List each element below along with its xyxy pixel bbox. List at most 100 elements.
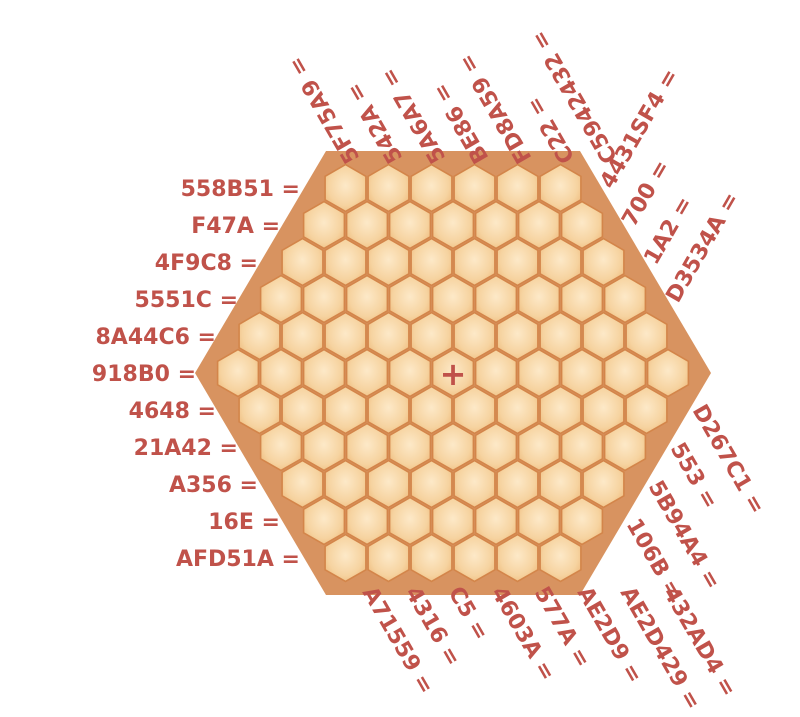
hex-cell[interactable] xyxy=(410,385,453,435)
hex-cell[interactable] xyxy=(302,496,346,546)
hex-cell[interactable] xyxy=(431,348,475,398)
hex-cell[interactable] xyxy=(539,163,582,213)
hex-cell[interactable] xyxy=(431,422,475,472)
hex-cell[interactable] xyxy=(603,422,647,472)
hex-cell[interactable] xyxy=(367,311,410,361)
hex-cell[interactable] xyxy=(388,496,432,546)
hex-cell[interactable] xyxy=(324,237,367,287)
hex-cell[interactable] xyxy=(238,385,281,435)
hex-cell[interactable] xyxy=(345,274,389,324)
hex-cell[interactable] xyxy=(560,422,604,472)
hex-cell[interactable] xyxy=(216,348,260,398)
hex-cell[interactable] xyxy=(539,533,582,583)
hex-cell[interactable] xyxy=(324,533,367,583)
clue-label: 8A44C6 = xyxy=(96,325,217,350)
hex-cell[interactable] xyxy=(496,385,539,435)
hex-cell[interactable] xyxy=(259,274,303,324)
hex-cell[interactable] xyxy=(281,459,324,509)
hex-cell[interactable] xyxy=(625,385,668,435)
hex-cell[interactable] xyxy=(410,311,453,361)
hex-cell[interactable] xyxy=(431,496,475,546)
hex-cell[interactable] xyxy=(367,237,410,287)
hex-cell[interactable] xyxy=(582,237,625,287)
hex-cell[interactable] xyxy=(324,459,367,509)
clue-label: 4648 = xyxy=(129,399,216,424)
clue-label: 16E = xyxy=(208,510,280,535)
hex-cell[interactable] xyxy=(410,533,453,583)
hex-cell[interactable] xyxy=(496,459,539,509)
hex-cell[interactable] xyxy=(281,385,324,435)
hex-cell[interactable] xyxy=(324,163,367,213)
hex-cell[interactable] xyxy=(324,385,367,435)
clue-label: 918B0 = xyxy=(92,362,196,387)
hex-cell[interactable] xyxy=(539,385,582,435)
hex-cell[interactable] xyxy=(582,311,625,361)
hex-cell[interactable] xyxy=(603,348,647,398)
hex-cell[interactable] xyxy=(367,459,410,509)
hex-cell[interactable] xyxy=(517,274,561,324)
hex-cell[interactable] xyxy=(517,496,561,546)
hex-cell[interactable] xyxy=(496,163,539,213)
hex-cell[interactable] xyxy=(646,348,690,398)
hex-cell[interactable] xyxy=(625,311,668,361)
hex-cell[interactable] xyxy=(345,200,389,250)
hex-cell[interactable] xyxy=(453,311,496,361)
hex-cell[interactable] xyxy=(431,200,475,250)
hex-cell[interactable] xyxy=(560,274,604,324)
hex-cell[interactable] xyxy=(560,348,604,398)
hex-cell[interactable] xyxy=(410,459,453,509)
hex-cell[interactable] xyxy=(539,311,582,361)
hex-cell[interactable] xyxy=(388,422,432,472)
honeycomb-grid xyxy=(216,163,690,583)
hex-cell[interactable] xyxy=(453,459,496,509)
hex-cell[interactable] xyxy=(603,274,647,324)
hex-cell[interactable] xyxy=(474,200,518,250)
hex-cell[interactable] xyxy=(259,422,303,472)
hex-cell[interactable] xyxy=(517,348,561,398)
hex-cell[interactable] xyxy=(410,163,453,213)
hex-cell[interactable] xyxy=(496,311,539,361)
hex-cell[interactable] xyxy=(238,311,281,361)
hex-cell[interactable] xyxy=(539,459,582,509)
hex-cell[interactable] xyxy=(453,237,496,287)
hex-cell[interactable] xyxy=(388,348,432,398)
hex-cell[interactable] xyxy=(367,163,410,213)
hex-cell[interactable] xyxy=(345,422,389,472)
hex-cell[interactable] xyxy=(302,422,346,472)
hex-cell[interactable] xyxy=(517,422,561,472)
clue-label: A356 = xyxy=(169,473,258,498)
hex-cell[interactable] xyxy=(302,348,346,398)
hex-cell[interactable] xyxy=(281,237,324,287)
hex-cell[interactable] xyxy=(302,274,346,324)
hex-cell[interactable] xyxy=(496,533,539,583)
hex-cell[interactable] xyxy=(324,311,367,361)
hex-cell[interactable] xyxy=(388,274,432,324)
hex-cell[interactable] xyxy=(302,200,346,250)
hex-cell[interactable] xyxy=(410,237,453,287)
hex-cell[interactable] xyxy=(453,385,496,435)
hex-cell[interactable] xyxy=(496,237,539,287)
hex-cell[interactable] xyxy=(560,496,604,546)
hex-cell[interactable] xyxy=(431,274,475,324)
hex-cell[interactable] xyxy=(474,422,518,472)
hex-cell[interactable] xyxy=(582,385,625,435)
hex-cell[interactable] xyxy=(367,533,410,583)
hex-cell[interactable] xyxy=(388,200,432,250)
hex-cell[interactable] xyxy=(345,496,389,546)
hex-cell[interactable] xyxy=(367,385,410,435)
hex-cell[interactable] xyxy=(560,200,604,250)
hex-cell[interactable] xyxy=(259,348,303,398)
hex-cell[interactable] xyxy=(281,311,324,361)
hex-cell[interactable] xyxy=(345,348,389,398)
hex-cell[interactable] xyxy=(474,496,518,546)
hex-cell[interactable] xyxy=(453,533,496,583)
hex-cell[interactable] xyxy=(474,348,518,398)
clue-label: 21A42 = xyxy=(134,436,238,461)
hex-cell[interactable] xyxy=(539,237,582,287)
clue-label: F47A = xyxy=(191,214,280,239)
hex-cell[interactable] xyxy=(517,200,561,250)
hex-cell[interactable] xyxy=(453,163,496,213)
hex-cell[interactable] xyxy=(474,274,518,324)
hex-cell[interactable] xyxy=(582,459,625,509)
